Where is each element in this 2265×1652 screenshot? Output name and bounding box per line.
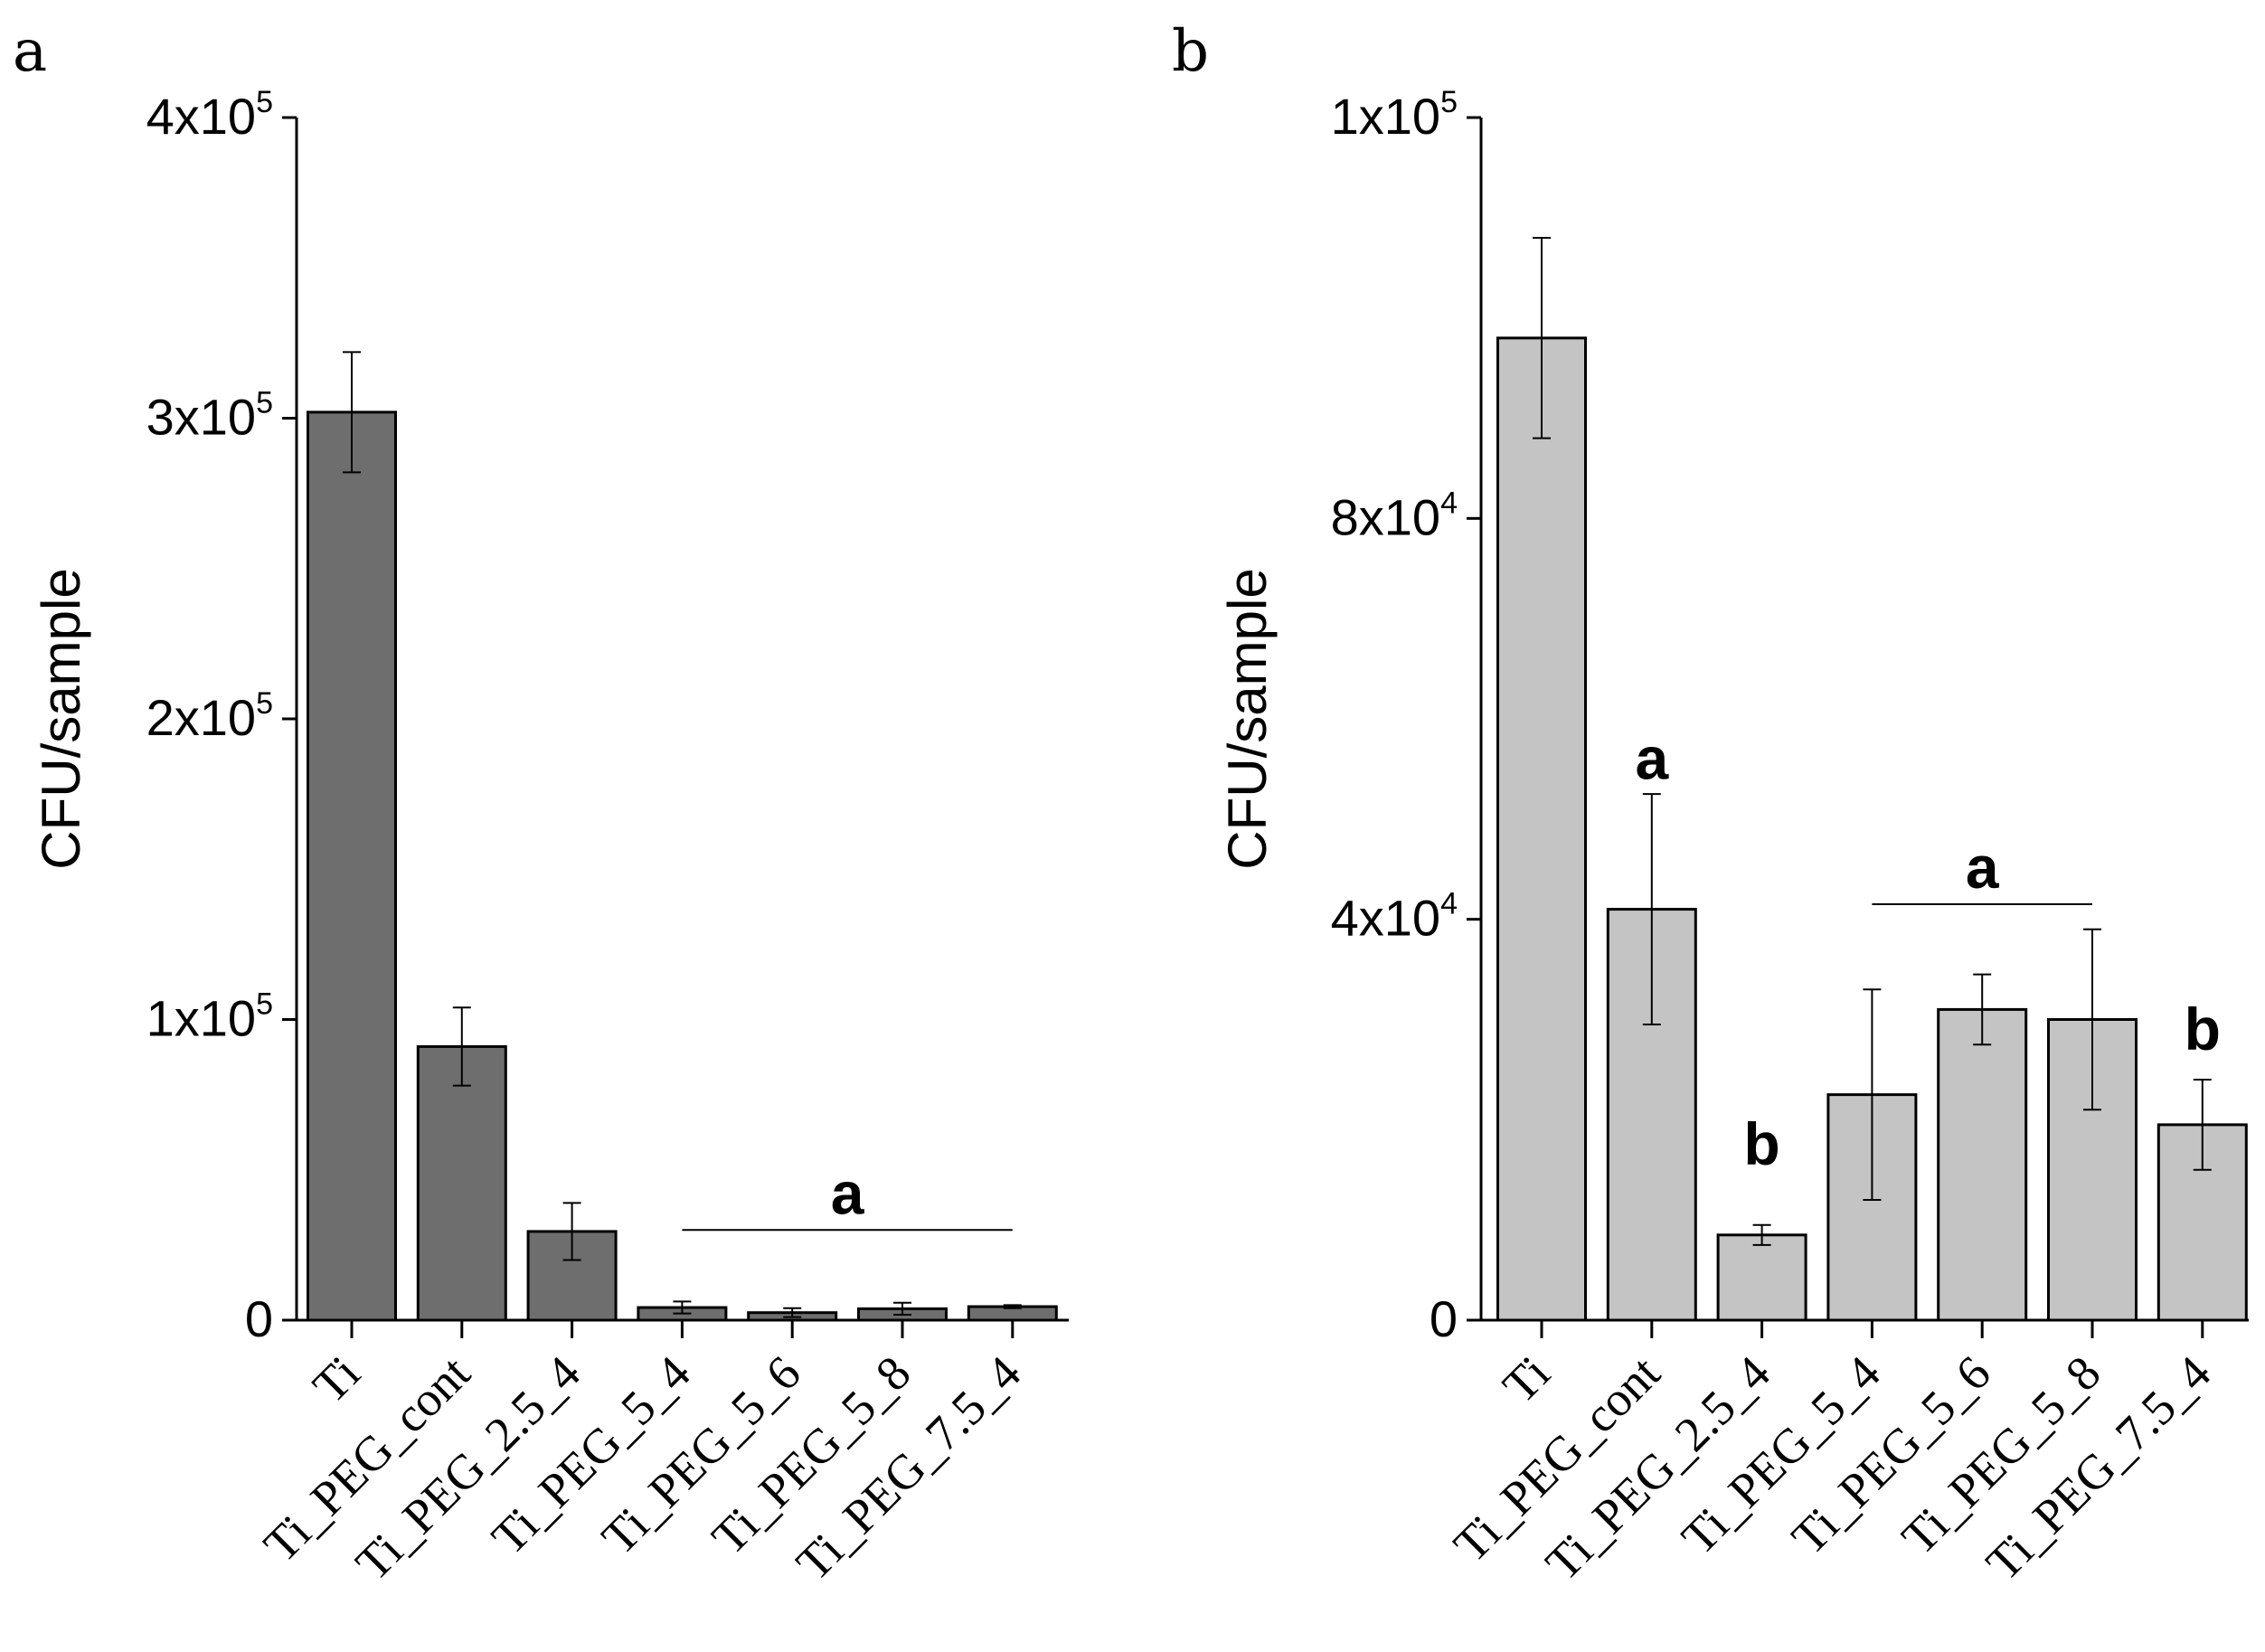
y-tick-label-base: 1x10 bbox=[1331, 88, 1440, 145]
significance-label: b bbox=[2185, 996, 2221, 1062]
significance-label: a bbox=[831, 1159, 865, 1226]
y-tick-label-exponent: 4 bbox=[1440, 887, 1458, 921]
y-tick-label-exponent: 4 bbox=[1440, 486, 1458, 520]
y-tick-label: 8x104 bbox=[1331, 486, 1458, 545]
chart-panel-b: 04x1048x1041x105CFU/sampleTiTi_PEG_contT… bbox=[1217, 85, 2249, 1591]
y-tick-label-exponent: 5 bbox=[1440, 85, 1458, 119]
y-tick-label: 4x105 bbox=[146, 85, 273, 145]
chart-panel-a: 01x1052x1053x1054x105CFU/sampleTiTi_PEG_… bbox=[31, 85, 1069, 1591]
x-tick-label: Ti bbox=[1492, 1345, 1560, 1413]
y-axis-title: CFU/sample bbox=[31, 568, 91, 869]
x-tick-label: Ti bbox=[302, 1345, 370, 1413]
significance-label: a bbox=[1966, 834, 2000, 901]
y-tick-label-base: 4x10 bbox=[1331, 890, 1440, 947]
y-tick-label-base: 8x10 bbox=[1331, 488, 1440, 545]
significance-label: a bbox=[1635, 725, 1669, 792]
y-axis-title: CFU/sample bbox=[1217, 568, 1278, 869]
y-tick-label-base: 3x10 bbox=[146, 389, 256, 446]
y-tick-label: 1x105 bbox=[146, 987, 273, 1047]
y-tick-label-exponent: 5 bbox=[256, 987, 273, 1022]
y-tick-label-base: 4x10 bbox=[146, 88, 256, 145]
y-tick-label: 3x105 bbox=[146, 386, 273, 446]
y-tick-label: 2x105 bbox=[146, 686, 273, 746]
bar bbox=[1937, 1007, 2028, 1322]
y-tick-label-base: 0 bbox=[1430, 1290, 1458, 1347]
bar bbox=[416, 1044, 507, 1322]
panel-b-letter: b bbox=[1172, 18, 1209, 85]
y-tick-label-exponent: 5 bbox=[256, 686, 273, 721]
y-tick-label-exponent: 5 bbox=[256, 386, 273, 420]
significance-label: b bbox=[1743, 1110, 1779, 1177]
y-tick-label: 1x105 bbox=[1331, 85, 1458, 145]
y-tick-label: 0 bbox=[245, 1290, 273, 1347]
y-tick-label-exponent: 5 bbox=[256, 85, 273, 119]
y-tick-label: 4x104 bbox=[1331, 887, 1458, 947]
bar bbox=[1716, 1233, 1807, 1322]
bar bbox=[1496, 336, 1587, 1322]
y-tick-label-base: 0 bbox=[245, 1290, 273, 1347]
y-tick-label: 0 bbox=[1430, 1290, 1458, 1347]
y-tick-label-base: 2x10 bbox=[146, 689, 256, 746]
bar bbox=[307, 411, 397, 1322]
panel-a-letter: a bbox=[13, 18, 47, 85]
y-tick-label-base: 1x10 bbox=[146, 990, 256, 1047]
